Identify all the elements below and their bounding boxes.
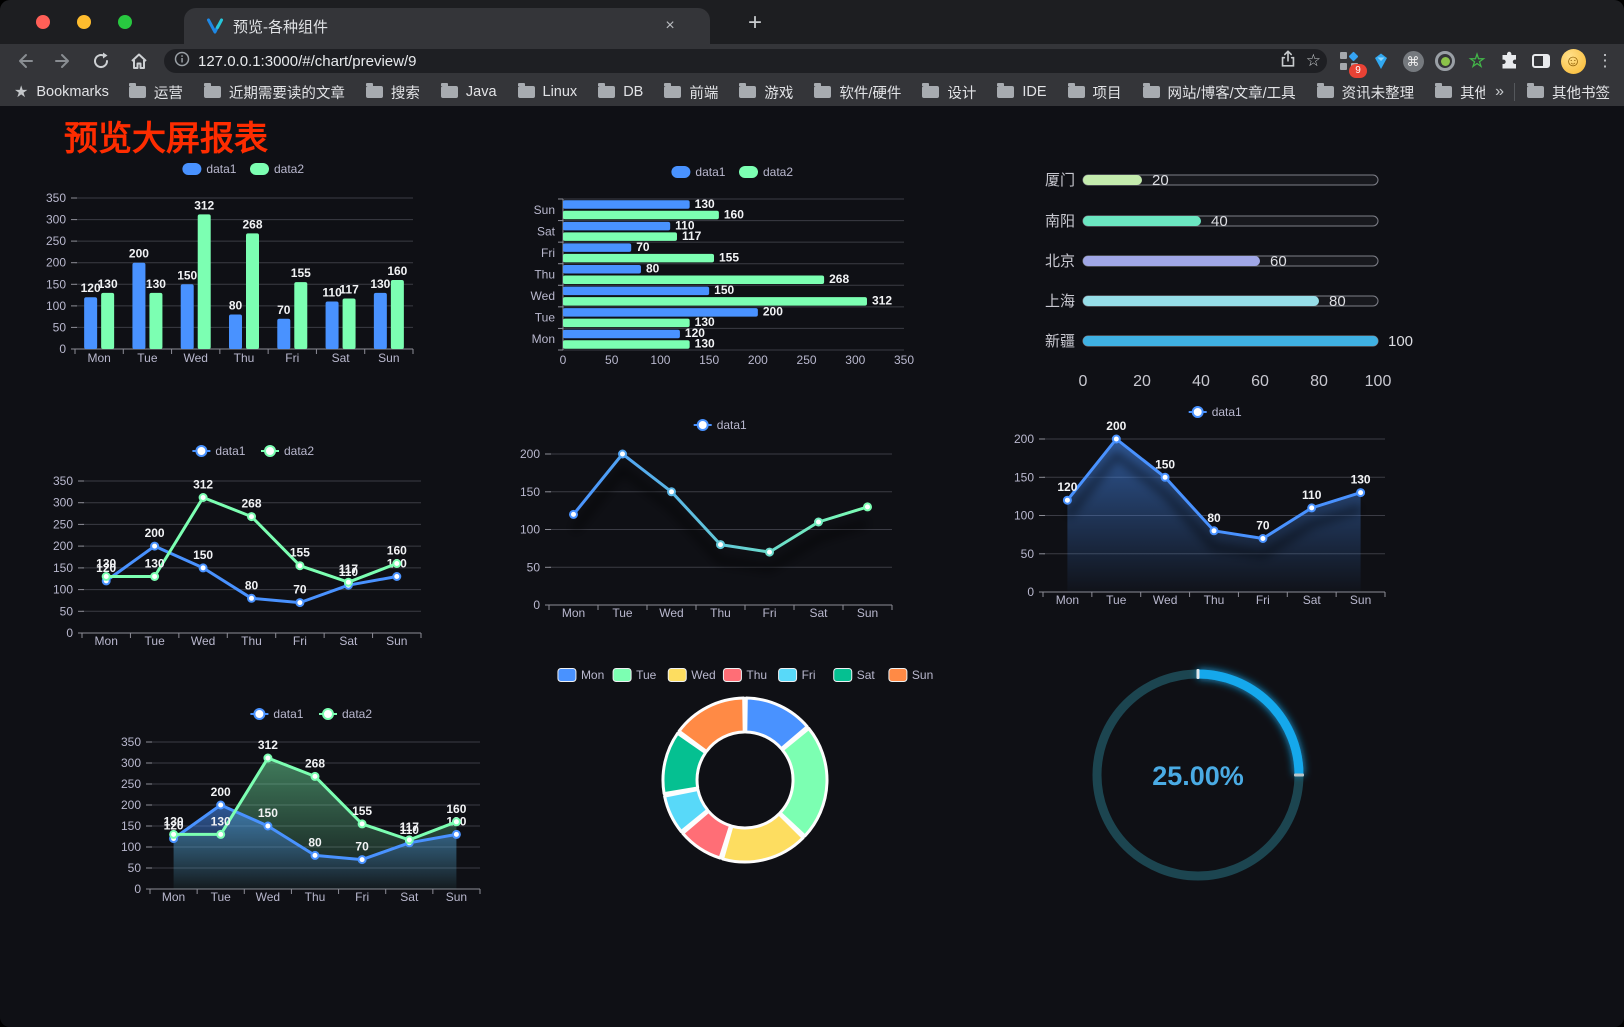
bookmark-folder[interactable]: 资讯未整理 (1316, 82, 1414, 103)
bookmark-folder[interactable]: DB (598, 83, 643, 100)
profile-avatar[interactable]: ☺ (1559, 47, 1587, 75)
folder-icon (922, 83, 940, 98)
bookmarks-star-icon[interactable]: ★ (14, 84, 29, 101)
bookmark-folder[interactable]: 前端 (664, 82, 718, 103)
folder-icon (1527, 83, 1544, 98)
bookmark-folder[interactable]: Linux (517, 83, 577, 100)
folder-icon (1435, 83, 1453, 98)
url-text[interactable]: 127.0.0.1:3000/#/chart/preview/9 (198, 52, 417, 70)
address-bar[interactable]: 127.0.0.1:3000/#/chart/preview/9 ☆ (164, 49, 1327, 73)
bookmark-folder[interactable]: 其他语言 (1435, 82, 1485, 103)
browser-toolbar: 127.0.0.1:3000/#/chart/preview/9 ☆ 9 ⌘ ☆ (0, 44, 1624, 78)
folder-icon (739, 83, 757, 98)
bookmark-folders: 运营 近期需要读的文章 搜索 Java Linux DB 前端 游戏 软件/硬件 设计 IDE 项目网… (128, 82, 1485, 103)
folder-icon (664, 83, 682, 98)
bookmark-folder[interactable]: IDE (997, 83, 1047, 100)
tab-close-icon[interactable]: × (665, 17, 675, 34)
browser-tab[interactable]: 预览-各种组件 × (184, 8, 710, 44)
tiles-extension-icon[interactable]: 9 (1335, 47, 1367, 78)
green-star-extension-icon[interactable]: ☆ (1468, 50, 1486, 72)
window-controls (36, 15, 132, 29)
bookmark-folder[interactable]: 运营 (128, 82, 183, 103)
other-bookmarks[interactable]: 其他书签 (1527, 82, 1610, 103)
folder-icon (814, 83, 832, 98)
extensions-area: 9 ⌘ ☆ ☺ ⋮ (1335, 47, 1619, 78)
tab-title: 预览-各种组件 (233, 18, 328, 36)
folder-icon (128, 83, 146, 98)
extension-badge: 9 (1349, 64, 1367, 78)
page-content: 预览大屏报表 (0, 106, 1624, 1027)
puzzle-extensions-icon[interactable] (1495, 47, 1523, 75)
folder-icon (203, 83, 221, 98)
home-icon[interactable] (124, 46, 154, 76)
bookmark-folder[interactable]: 网站/博客/文章/工具 (1142, 82, 1296, 103)
back-icon[interactable] (10, 46, 40, 76)
reload-icon[interactable] (86, 46, 116, 76)
folder-icon (598, 83, 616, 98)
folder-icon (997, 83, 1015, 98)
folder-icon (517, 83, 535, 98)
bookmarks-overflow-icon[interactable]: » (1495, 83, 1504, 100)
gem-extension-icon[interactable] (1367, 47, 1395, 75)
zoom-window-button[interactable] (118, 15, 132, 29)
bookmark-folder[interactable]: 设计 (922, 82, 976, 103)
bookmark-folder[interactable]: 搜索 (365, 82, 420, 103)
bookmark-folder[interactable]: 软件/硬件 (814, 82, 901, 103)
new-tab-button[interactable]: + (747, 9, 762, 36)
folder-icon (440, 83, 458, 98)
bookmark-folder[interactable]: 近期需要读的文章 (203, 82, 345, 103)
share-icon[interactable] (1278, 49, 1298, 74)
forward-icon[interactable] (48, 46, 78, 76)
folder-icon (1142, 83, 1160, 98)
tab-strip: 预览-各种组件 × + (0, 0, 1624, 44)
tab-favicon (206, 17, 224, 35)
record-extension-icon[interactable] (1431, 47, 1459, 75)
bookmarks-divider (1514, 83, 1515, 101)
bookmark-star-icon[interactable]: ☆ (1305, 51, 1321, 70)
bookmark-folder[interactable]: 游戏 (739, 82, 793, 103)
browser-menu-icon[interactable]: ⋮ (1596, 51, 1614, 70)
folder-icon (1316, 83, 1334, 98)
bookmarks-bar: ★ Bookmarks 运营 近期需要读的文章 搜索 Java Linux DB 前端 游戏软… (0, 78, 1624, 106)
bookmarks-label[interactable]: Bookmarks (36, 84, 109, 100)
minimize-window-button[interactable] (77, 15, 91, 29)
page-title: 预览大屏报表 (64, 120, 268, 158)
bookmark-folder[interactable]: Java (440, 83, 497, 100)
bookmark-folder[interactable]: 项目 (1067, 82, 1122, 103)
side-panel-icon[interactable] (1527, 47, 1555, 75)
folder-icon (365, 83, 383, 98)
command-extension-icon[interactable]: ⌘ (1399, 47, 1427, 75)
close-window-button[interactable] (36, 15, 50, 29)
folder-icon (1067, 83, 1085, 98)
site-info-icon[interactable] (174, 51, 190, 72)
